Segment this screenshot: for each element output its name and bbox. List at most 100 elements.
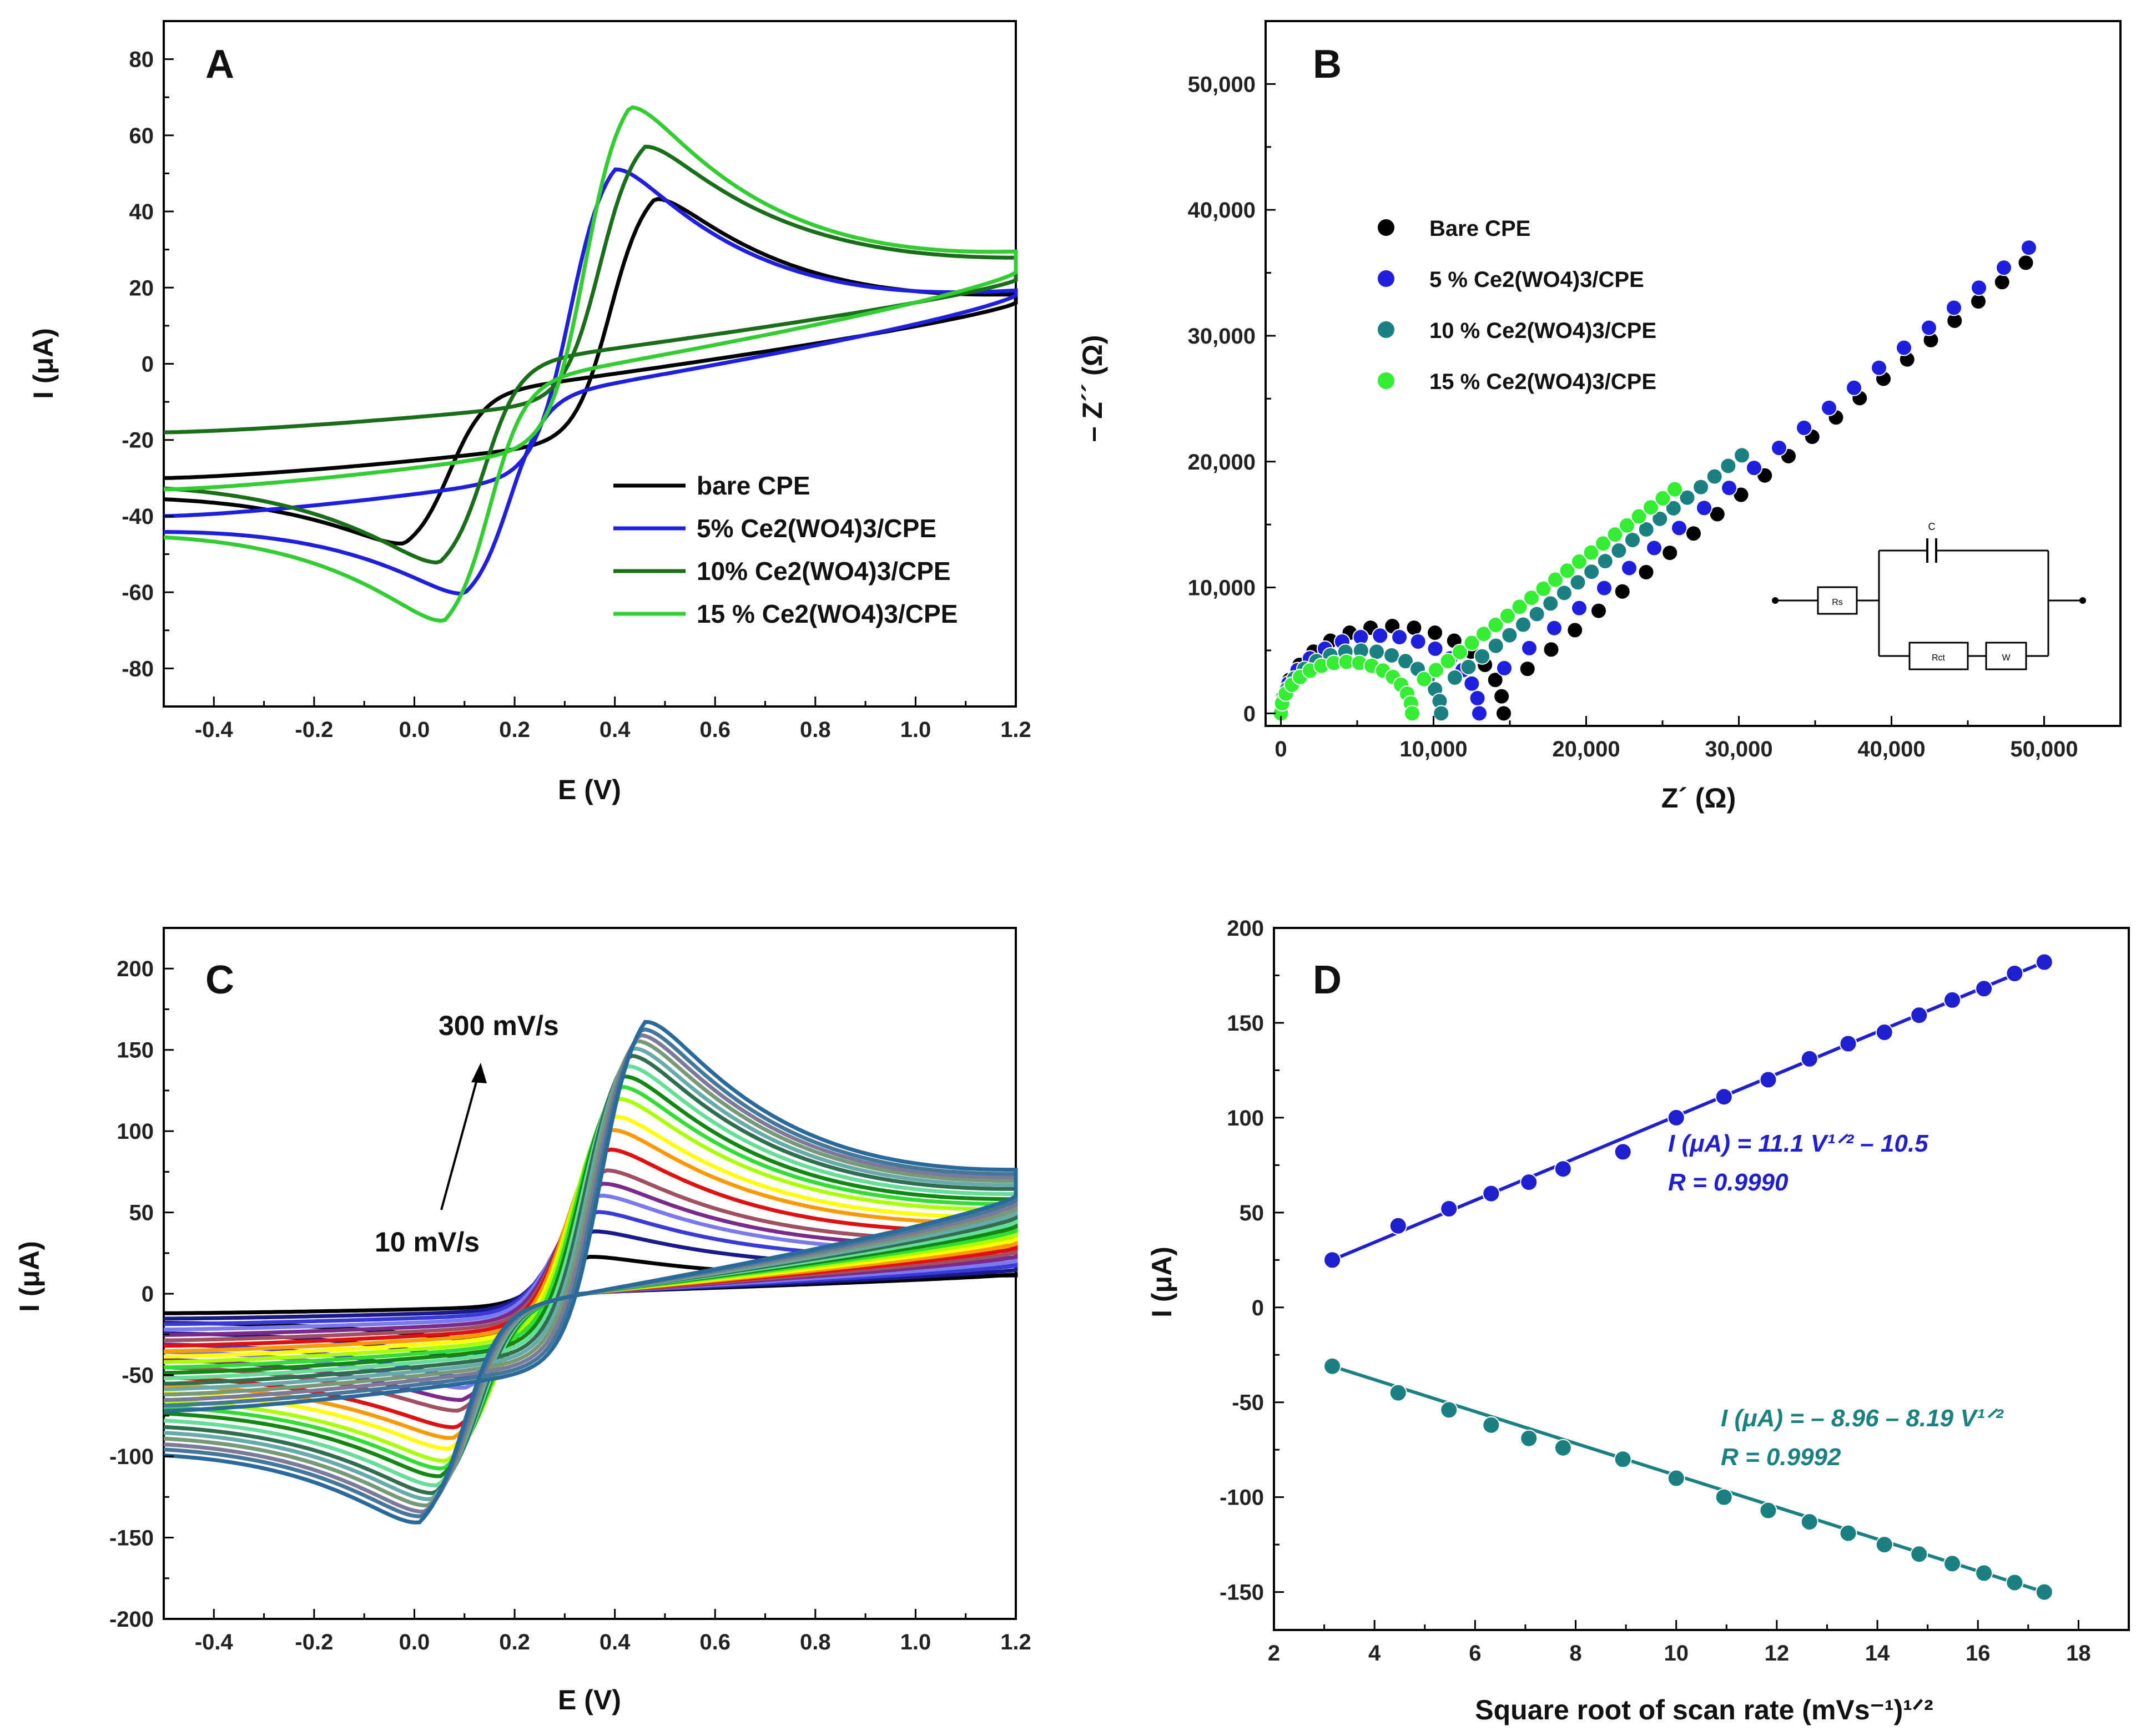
nyquist-point xyxy=(1463,634,1480,652)
legend-label: 10 % Ce2(WO4)3/CPE xyxy=(1429,319,1656,343)
x-tick-label: 10 xyxy=(1664,1641,1689,1666)
nyquist-point xyxy=(1528,605,1545,623)
nyquist-point xyxy=(1493,688,1510,705)
nyquist-point xyxy=(1547,571,1564,588)
nyquist-point xyxy=(1720,457,1737,475)
data-point xyxy=(1759,1501,1777,1520)
cathodic-fit-equation: I (μA) = – 8.96 – 8.19 V¹ᐟ² xyxy=(1721,1405,2004,1432)
nyquist-point xyxy=(2021,239,2037,256)
data-point xyxy=(1715,1488,1733,1506)
data-point xyxy=(1875,1023,1893,1042)
x-tick-label: 2 xyxy=(1268,1641,1280,1666)
data-point xyxy=(1614,1143,1632,1161)
scan-rate-arrowhead xyxy=(471,1063,487,1083)
data-point xyxy=(1975,1564,1993,1582)
y-tick-label: -50 xyxy=(122,1364,154,1388)
nyquist-point xyxy=(1535,580,1552,597)
y-tick-label: 0 xyxy=(142,352,154,377)
equivalent-circuit-inset: Rs C Rct W xyxy=(1772,521,2086,670)
nyquist-point xyxy=(1638,521,1655,538)
nyquist-point xyxy=(1469,690,1486,707)
nyquist-point xyxy=(1475,625,1492,643)
circuit-c-label: C xyxy=(1928,521,1936,532)
nyquist-point xyxy=(1796,419,1812,436)
legend-label: 5% Ce2(WO4)3/CPE xyxy=(697,514,936,543)
nyquist-point xyxy=(1571,599,1588,617)
nyquist-point xyxy=(1643,499,1659,516)
nyquist-point xyxy=(1606,526,1624,543)
y-tick-label: 20 xyxy=(129,276,154,300)
data-point xyxy=(1910,1006,1928,1025)
nyquist-point xyxy=(1821,399,1837,416)
panel-b-points xyxy=(1272,239,2037,722)
cv-curve xyxy=(163,167,1018,596)
panel-c: -0.4 -0.2 0.0 0.2 0.4 0.6 0.8 1.0 1.2 -200 -150 -10… xyxy=(14,927,1031,1715)
data-point xyxy=(1667,1469,1685,1487)
panel-a-xlabel: E (V) xyxy=(558,774,621,805)
cv-curve xyxy=(163,144,1018,565)
panel-c-xlabel: E (V) xyxy=(558,1684,621,1715)
cv-curve xyxy=(163,105,1018,623)
nyquist-point xyxy=(1452,643,1468,660)
cv-curve xyxy=(163,196,1018,546)
x-tick-label: 14 xyxy=(1865,1641,1890,1666)
nyquist-point xyxy=(1569,574,1586,591)
x-tick-label: 0.4 xyxy=(600,1630,631,1654)
panel-d-xlabel: Square root of scan rate (mVs⁻¹)¹ᐟ² xyxy=(1475,1694,1933,1725)
y-tick-label: -80 xyxy=(122,657,154,681)
nyquist-point xyxy=(1630,508,1648,525)
nyquist-point xyxy=(1921,319,1937,336)
x-tick-label: 1.2 xyxy=(1000,718,1031,742)
legend-marker xyxy=(1377,269,1396,288)
y-tick-label: 100 xyxy=(1227,1106,1264,1131)
y-tick-label: -20 xyxy=(122,428,154,453)
nyquist-point xyxy=(1583,544,1600,561)
panel-c-letter: C xyxy=(205,958,234,1002)
nyquist-point xyxy=(1487,637,1504,654)
y-tick-label: 50 xyxy=(129,1201,154,1225)
annotation-300mvs: 300 mV/s xyxy=(439,1010,559,1041)
legend-marker xyxy=(1377,371,1396,390)
nyquist-point xyxy=(1428,662,1444,679)
panel-a-curves xyxy=(163,105,1018,623)
x-tick-label: 4 xyxy=(1368,1641,1381,1666)
nyquist-point xyxy=(1471,705,1488,722)
nyquist-point xyxy=(1519,660,1536,678)
x-tick-label: 0.0 xyxy=(399,1630,430,1654)
panel-a-ylabel: I (μA) xyxy=(28,328,59,399)
nyquist-point xyxy=(1651,510,1669,527)
nyquist-point xyxy=(1397,653,1414,670)
nyquist-point xyxy=(1523,589,1540,607)
nyquist-point xyxy=(1433,705,1450,722)
legend-label: Bare CPE xyxy=(1429,216,1530,241)
nyquist-point xyxy=(1487,616,1504,633)
x-tick-label: 1.0 xyxy=(900,1630,931,1654)
data-point xyxy=(1554,1160,1572,1178)
nyquist-point xyxy=(1896,339,1912,356)
nyquist-point xyxy=(1614,583,1631,600)
nyquist-point xyxy=(1427,640,1444,657)
nyquist-point xyxy=(1555,584,1573,602)
x-tick-label: -0.2 xyxy=(295,718,333,742)
x-tick-label: 20,000 xyxy=(1552,737,1620,761)
y-tick-label: 0 xyxy=(1243,702,1256,726)
legend-label: 15 % Ce2(WO4)3/CPE xyxy=(697,599,958,628)
nyquist-point xyxy=(1511,598,1528,615)
y-tick-label: 0 xyxy=(1252,1296,1264,1320)
data-point xyxy=(1943,991,1962,1009)
data-point xyxy=(1440,1401,1458,1419)
y-tick-label: -50 xyxy=(1232,1391,1264,1415)
data-point xyxy=(1943,1555,1962,1573)
nyquist-point xyxy=(1383,647,1401,664)
x-tick-label: -0.2 xyxy=(295,1630,333,1654)
y-tick-label: 200 xyxy=(1227,916,1264,941)
panel-c-curves xyxy=(163,1020,1018,1525)
x-tick-label: 1.2 xyxy=(1000,1630,1031,1654)
x-tick-label: 16 xyxy=(1966,1641,1991,1666)
y-tick-label: 10,000 xyxy=(1188,576,1256,600)
data-point xyxy=(1839,1524,1857,1542)
fit-line xyxy=(1331,960,2045,1262)
data-point xyxy=(1554,1439,1572,1457)
